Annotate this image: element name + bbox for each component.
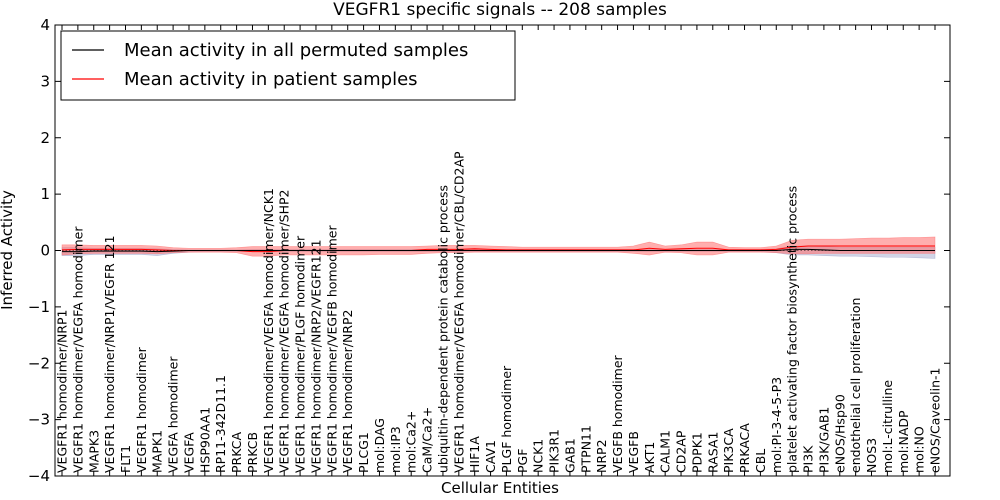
y-tick-label: −4 [28, 467, 50, 485]
category-label: VEGFR1 homodimer/NRP1/VEGFR 121 [102, 235, 117, 473]
category-label: PI3K/GAB1 [816, 407, 831, 473]
category-label: eNOS/Caveolin-1 [928, 368, 943, 473]
category-label: PIK3R1 [547, 429, 562, 473]
category-label: RASA1 [705, 432, 720, 473]
category-label: VEGFA [181, 432, 196, 473]
y-tick-label: 1 [40, 185, 50, 203]
confidence-bands [61, 236, 936, 259]
band-series-1 [61, 236, 936, 257]
category-label: platelet activating factor biosynthetic … [785, 186, 800, 473]
category-labels: VEGFR1 homodimer/NRP1 VEGFR1 homodimer/VE… [55, 151, 943, 473]
category-label: ubiquitin-dependent protein catabolic pr… [435, 185, 450, 473]
legend-label-permuted: Mean activity in all permuted samples [124, 40, 468, 61]
category-label: VEGFR1 homodimer/NRP2/VEGFR121 [308, 239, 323, 473]
legend: Mean activity in all permuted samples Me… [60, 30, 516, 101]
series-lines [61, 245, 935, 253]
category-label: PLGF homodimer [499, 365, 514, 473]
category-label: CD2AP [674, 430, 689, 473]
category-label: mol:L-citrulline [880, 380, 895, 473]
y-tick-label: 2 [40, 129, 50, 147]
category-label: NRP2 [594, 439, 609, 473]
category-label: VEGFR1 homodimer [134, 346, 149, 473]
category-label: mol:NADP [896, 410, 911, 473]
category-label: NOS3 [864, 438, 879, 473]
category-label: VEGFB [626, 431, 641, 473]
y-tick-label: 0 [40, 242, 50, 260]
category-label: endothelial cell proliferation [848, 298, 863, 473]
category-label: MAPK1 [150, 430, 165, 473]
legend-label-patient: Mean activity in patient samples [124, 69, 418, 90]
chart-title: VEGFR1 specific signals -- 208 samples [333, 0, 667, 20]
y-tick-label: 4 [40, 16, 50, 34]
category-label: AKT1 [642, 442, 657, 473]
category-label: CBL [753, 449, 768, 473]
category-label: PRKCA [229, 432, 244, 473]
category-label: CaM/Ca2+ [420, 407, 435, 473]
category-label: PRKACA [737, 423, 752, 473]
y-axis-label: Inferred Activity [0, 190, 16, 310]
category-label: mol:Ca2+ [404, 411, 419, 473]
y-tick-label: −2 [28, 354, 50, 372]
category-label: FLT1 [118, 445, 133, 473]
category-label: MAPK3 [86, 430, 101, 473]
category-label: PI3K [801, 445, 816, 473]
category-label: VEGFR1 homodimer/VEGFA homodimer/NCK1 [261, 188, 276, 473]
category-label: VEGFR1 homodimer/VEGFB homodimer [324, 225, 339, 473]
category-label: CALM1 [658, 430, 673, 473]
category-label: PRKCB [245, 432, 260, 473]
category-label: mol:DAG [372, 418, 387, 473]
x-axis [61, 25, 936, 476]
category-label: mol:NO [912, 426, 927, 473]
category-label: NCK1 [531, 439, 546, 473]
line-series-0 [62, 248, 935, 253]
category-label: PGF [515, 449, 530, 473]
category-label: RP11-342D11.1 [213, 375, 228, 473]
category-label: GAB1 [562, 438, 577, 473]
category-label: HSP90AA1 [197, 407, 212, 473]
category-label: mol:PI-3-4-5-P3 [769, 377, 784, 473]
y-axis: −4 −3 −2 −1 0 1 2 3 4 [28, 16, 950, 485]
category-label: HIF1A [467, 436, 482, 473]
category-label: mol:IP3 [388, 426, 403, 473]
x-axis-label: Cellular Entities [441, 479, 559, 497]
category-label: CAV1 [483, 440, 498, 473]
category-label: PTPN11 [578, 425, 593, 473]
category-label: VEGFR1 homodimer/VEGFA homodimer [70, 226, 85, 473]
category-label: VEGFR1 homodimer/VEGFA homodimer/SHP2 [277, 189, 292, 473]
category-label: VEGFB homodimer [610, 354, 625, 473]
category-label: PDPK1 [689, 432, 704, 473]
category-label: VEGFR1 homodimer/PLGF homodimer [293, 235, 308, 473]
category-label: PIK3CA [721, 428, 736, 473]
legend-frame [60, 30, 516, 101]
y-tick-label: 3 [40, 72, 50, 90]
category-label: VEGFA homodimer [166, 356, 181, 473]
y-tick-label: −3 [28, 411, 50, 429]
category-label: VEGFR1 homodimer/VEGFA homodimer/CBL/CD2… [451, 151, 466, 473]
category-label: eNOS/Hsp90 [832, 394, 847, 473]
y-tick-label: −1 [28, 298, 50, 316]
category-label: VEGFR1 homodimer/NRP1 [55, 310, 70, 473]
category-label: VEGFR1 homodimer/NRP2 [340, 310, 355, 473]
category-label: PLCG1 [356, 432, 371, 473]
